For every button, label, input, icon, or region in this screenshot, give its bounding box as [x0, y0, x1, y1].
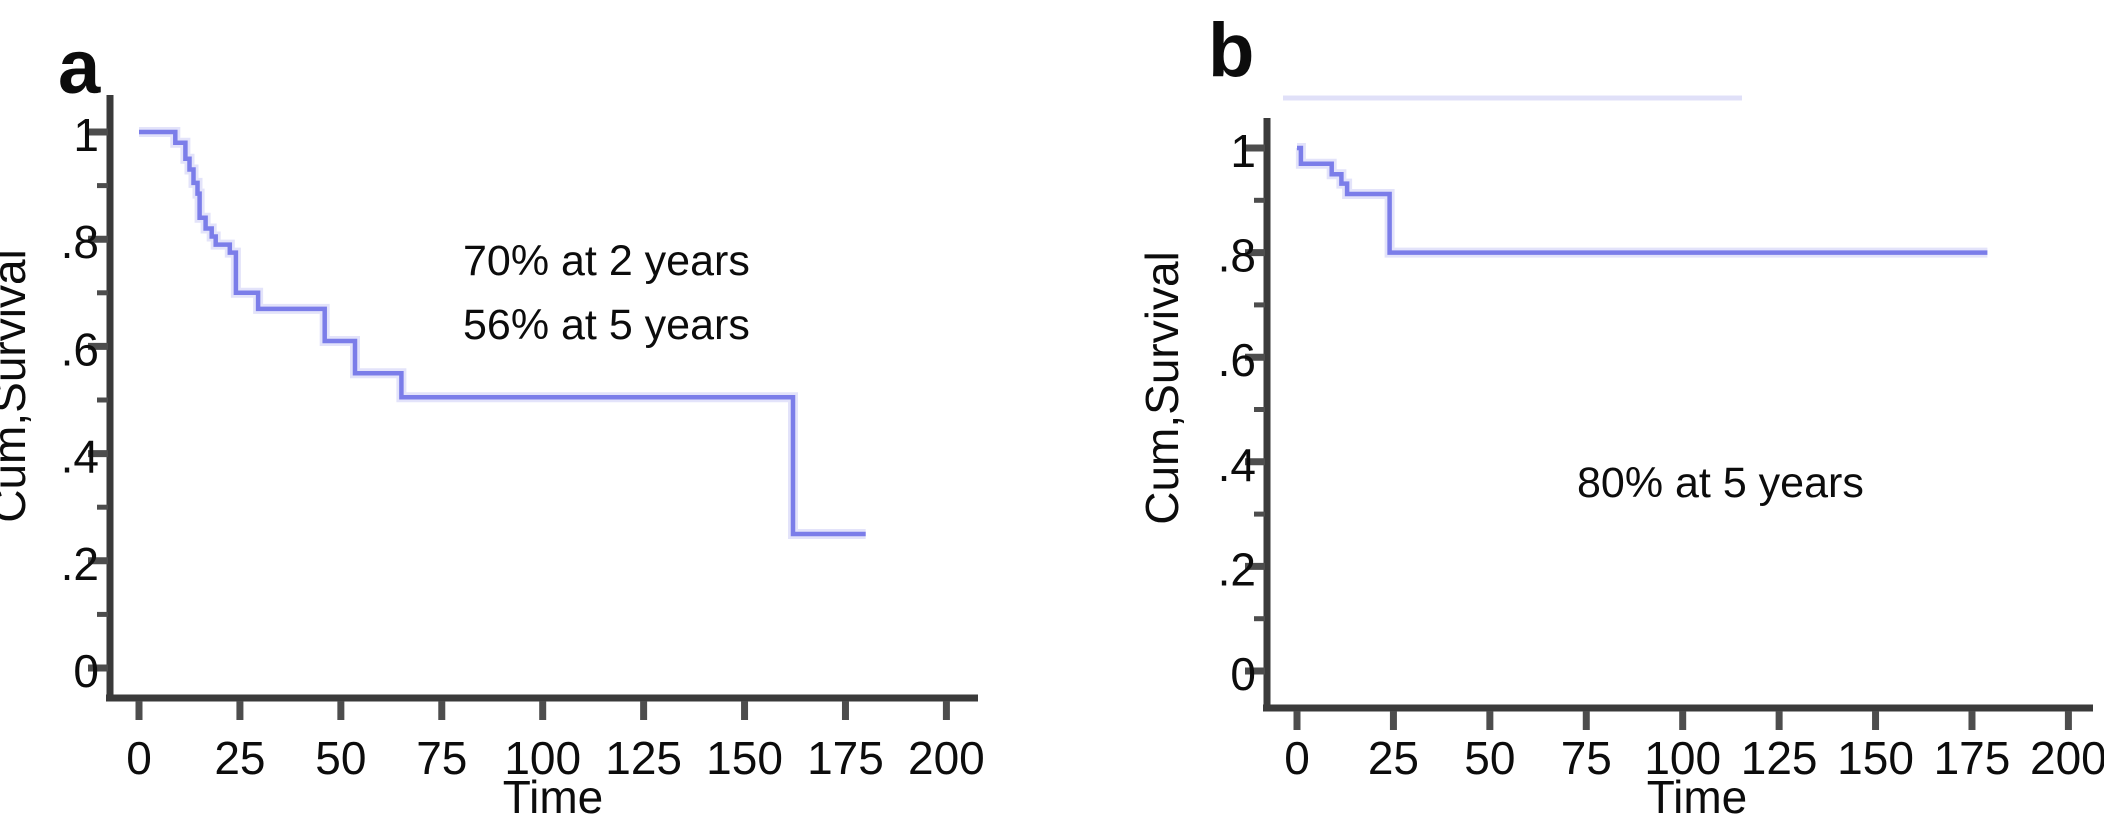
- panel-a-x-tick-label-0: 0: [126, 732, 152, 784]
- panel-b-x-tick-label-150: 150: [1837, 732, 1914, 784]
- panel-a-x-tick-label-200: 200: [908, 732, 985, 784]
- panel-b-y-tick-label-1: 1: [1230, 125, 1256, 177]
- panel-b-annotation-0: 80% at 5 years: [1577, 459, 1864, 507]
- panel-a-survival-curve: [139, 129, 866, 537]
- panel-a-x-tick-label-50: 50: [315, 732, 366, 784]
- panel-b-y-tick-label-.2: .2: [1218, 543, 1256, 595]
- panel-b-x-tick-label-75: 75: [1561, 732, 1612, 784]
- panel-a-x-axis-title: Time: [503, 771, 604, 823]
- panel-b-x-tick-label-25: 25: [1368, 732, 1419, 784]
- panel-b-y-tick-label-.4: .4: [1218, 439, 1256, 491]
- panel-a-y-axis-title: Cum,Survival: [0, 249, 35, 523]
- panel-b-x-tick-label-125: 125: [1741, 732, 1818, 784]
- panel-b-y-tick-label-0: 0: [1230, 648, 1256, 700]
- panel-a-x-tick-label-75: 75: [416, 732, 467, 784]
- panel-a-x-tick-label-175: 175: [807, 732, 884, 784]
- panel-b-y-tick-label-.8: .8: [1218, 230, 1256, 282]
- panel-a-x-tick-label-25: 25: [214, 732, 265, 784]
- panel-a-y-tick-label-.2: .2: [61, 538, 99, 590]
- panel-a-annotation-1: 56% at 5 years: [463, 301, 750, 349]
- panel-a-y-tick-label-.8: .8: [61, 216, 99, 268]
- panel-a-x-tick-label-100: 100: [504, 732, 581, 784]
- panel-b-survival-curve-halo: [1295, 143, 1988, 258]
- panel-b-y-axis-title: Cum,Survival: [1136, 251, 1188, 525]
- panel-b-x-tick-label-200: 200: [2030, 732, 2104, 784]
- panel-a-letter: a: [58, 25, 101, 110]
- panel-b-y-tick-label-.6: .6: [1218, 334, 1256, 386]
- panel-b-x-tick-label-100: 100: [1644, 732, 1721, 784]
- panel-a-y-tick-label-.4: .4: [61, 431, 99, 483]
- panel-a-y-tick-label-1: 1: [73, 109, 99, 161]
- panel-a-x-tick-label-125: 125: [605, 732, 682, 784]
- panel-a-annotation-0: 70% at 2 years: [463, 237, 750, 285]
- panel-b-x-axis-title: Time: [1647, 771, 1748, 823]
- panel-b-letter: b: [1208, 8, 1254, 93]
- panel-b-x-tick-label-0: 0: [1284, 732, 1310, 784]
- panel-b-x-tick-label-175: 175: [1934, 732, 2011, 784]
- panel-a-y-tick-label-.6: .6: [61, 323, 99, 375]
- panel-b-x-tick-label-50: 50: [1464, 732, 1515, 784]
- panel-a-x-tick-label-150: 150: [706, 732, 783, 784]
- panel-a-y-tick-label-0: 0: [73, 645, 99, 697]
- panel-b-survival-curve: [1297, 145, 1988, 255]
